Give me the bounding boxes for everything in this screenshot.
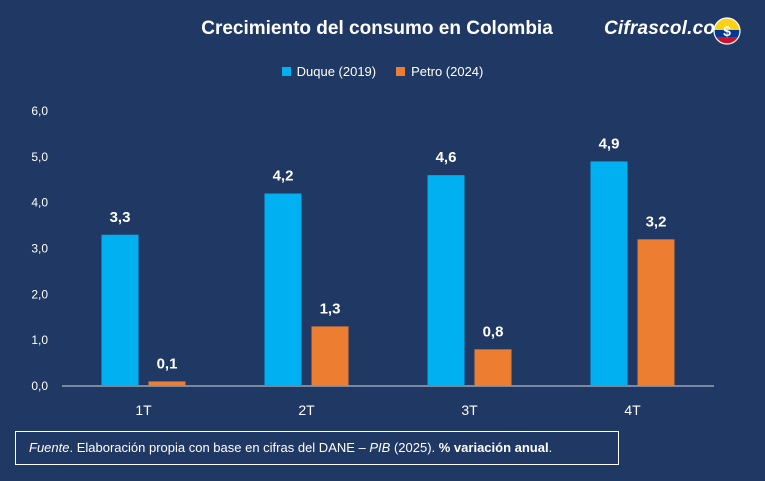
x-tick-label: 3T — [461, 402, 478, 418]
svg-text:$: $ — [723, 23, 731, 39]
y-tick-label: 3,0 — [31, 242, 48, 256]
legend-swatch-duque — [281, 67, 291, 76]
bar-duque-1t — [101, 234, 139, 386]
source-text-1: . Elaboración propia con base en cifras … — [69, 440, 370, 455]
chart-title: Crecimiento del consumo en Colombia — [201, 18, 553, 39]
brand-name: Cifrascol.com — [604, 18, 733, 39]
data-label: 0,1 — [157, 355, 178, 372]
chart-legend: Duque (2019) Petro (2024) — [0, 64, 765, 79]
data-label: 4,6 — [436, 149, 457, 166]
brand-logo-icon: $ — [713, 17, 741, 45]
source-fuente-label: Fuente — [29, 440, 70, 455]
y-tick-label: 0,0 — [31, 379, 48, 393]
bar-duque-4t — [590, 161, 628, 386]
y-tick-label: 1,0 — [31, 333, 48, 347]
data-label: 4,9 — [599, 135, 620, 152]
source-note: Fuente. Elaboración propia con base en c… — [15, 431, 619, 465]
source-variation: % variación anual — [438, 440, 549, 455]
bar-petro-1t — [148, 381, 186, 386]
y-tick-label: 6,0 — [31, 104, 48, 118]
data-label: 4,2 — [273, 168, 294, 185]
bar-petro-4t — [637, 239, 675, 386]
source-pib: PIB — [369, 440, 391, 455]
data-label: 3,3 — [110, 209, 131, 226]
x-tick-label: 1T — [135, 402, 152, 418]
y-tick-label: 5,0 — [31, 150, 48, 164]
bar-petro-2t — [311, 326, 349, 386]
legend-item-duque: Duque (2019) — [281, 64, 377, 79]
source-end: . — [548, 440, 553, 455]
data-label: 0,8 — [483, 323, 504, 340]
x-tick-label: 2T — [298, 402, 315, 418]
bar-petro-3t — [474, 349, 512, 386]
y-tick-label: 4,0 — [31, 196, 48, 210]
y-tick-label: 2,0 — [31, 287, 48, 301]
source-text-2: (2025). — [390, 440, 439, 455]
legend-label-petro: Petro (2024) — [411, 64, 484, 79]
data-label: 3,2 — [646, 213, 667, 230]
legend-item-petro: Petro (2024) — [396, 64, 483, 79]
bar-chart: 0,0 1,0 2,0 3,0 4,0 5,0 6,0 3,3 0,1 1T 4,2 1,3 2T 4,6… — [31, 104, 714, 418]
bar-duque-3t — [427, 175, 465, 386]
x-tick-label: 4T — [624, 402, 641, 418]
data-label: 1,3 — [320, 300, 341, 317]
bar-duque-2t — [264, 193, 302, 386]
legend-label-duque: Duque (2019) — [296, 64, 377, 79]
legend-swatch-petro — [396, 67, 406, 76]
